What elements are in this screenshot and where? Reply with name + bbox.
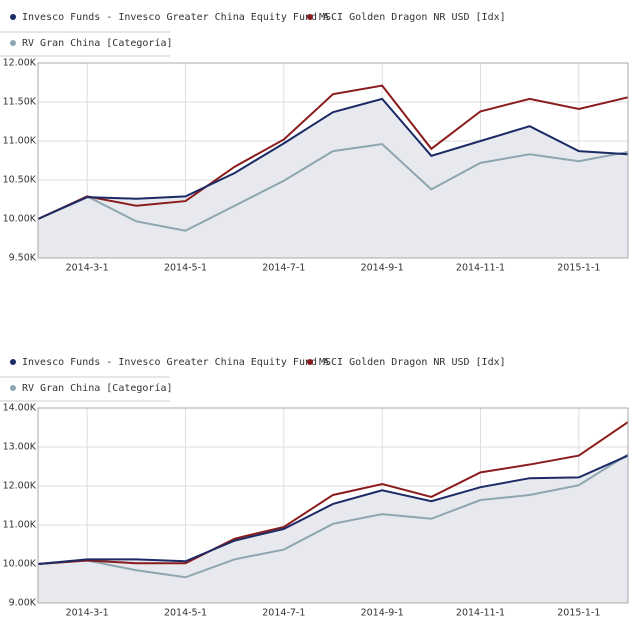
legend-marker: [10, 40, 16, 46]
x-tick-label: 2014-3-1: [66, 263, 109, 274]
x-tick-label: 2014-11-1: [456, 608, 505, 619]
legend-label: Invesco Funds - Invesco Greater China Eq…: [22, 357, 329, 368]
legend-marker: [307, 14, 313, 20]
line: [37, 143, 629, 232]
line: [37, 453, 629, 579]
legend-label: RV Gran China [Categoría]: [22, 37, 173, 49]
legend-label: MSCI Golden Dragon NR USD [Idx]: [319, 357, 506, 368]
x-tick-label: 2014-9-1: [361, 263, 404, 274]
x-tick-label: 2015-1-1: [557, 263, 600, 274]
plot-border: [37, 407, 629, 604]
line: [37, 421, 629, 565]
chart: Invesco Funds - Invesco Greater China Eq…: [0, 12, 629, 274]
y-tick-label: 9.50K: [9, 253, 37, 264]
y-tick-label: 10.50K: [3, 175, 37, 186]
y-tick-label: 11.00K: [3, 520, 37, 531]
legend-marker: [10, 14, 16, 20]
y-tick-label: 11.00K: [3, 136, 37, 147]
legend-label: MSCI Golden Dragon NR USD [Idx]: [319, 12, 506, 23]
x-tick-label: 2014-5-1: [164, 608, 207, 619]
x-tick-label: 2014-11-1: [456, 263, 505, 274]
y-tick-label: 13.00K: [3, 442, 37, 453]
y-tick-label: 12.00K: [3, 481, 37, 492]
x-tick-label: 2014-5-1: [164, 263, 207, 274]
x-tick-label: 2014-9-1: [361, 608, 404, 619]
legend-marker: [10, 385, 16, 391]
chart: Invesco Funds - Invesco Greater China Eq…: [0, 357, 629, 619]
y-tick-label: 10.00K: [3, 559, 37, 570]
legend-marker: [10, 359, 16, 365]
plot-border: [37, 62, 629, 259]
line: [37, 454, 629, 565]
x-tick-label: 2015-1-1: [557, 608, 600, 619]
legend-label: Invesco Funds - Invesco Greater China Eq…: [22, 12, 329, 23]
y-tick-label: 14.00K: [3, 403, 37, 414]
line: [37, 84, 629, 220]
y-tick-label: 12.00K: [3, 58, 37, 69]
line: [37, 97, 629, 220]
area: [38, 455, 628, 603]
x-tick-label: 2014-3-1: [66, 608, 109, 619]
y-tick-label: 10.00K: [3, 214, 37, 225]
y-tick-label: 9.00K: [9, 598, 37, 609]
y-tick-label: 11.50K: [3, 97, 37, 108]
legend-marker: [307, 359, 313, 365]
x-tick-label: 2014-7-1: [262, 263, 305, 274]
legend-label: RV Gran China [Categoría]: [22, 382, 173, 394]
area: [38, 98, 628, 258]
x-tick-label: 2014-7-1: [262, 608, 305, 619]
